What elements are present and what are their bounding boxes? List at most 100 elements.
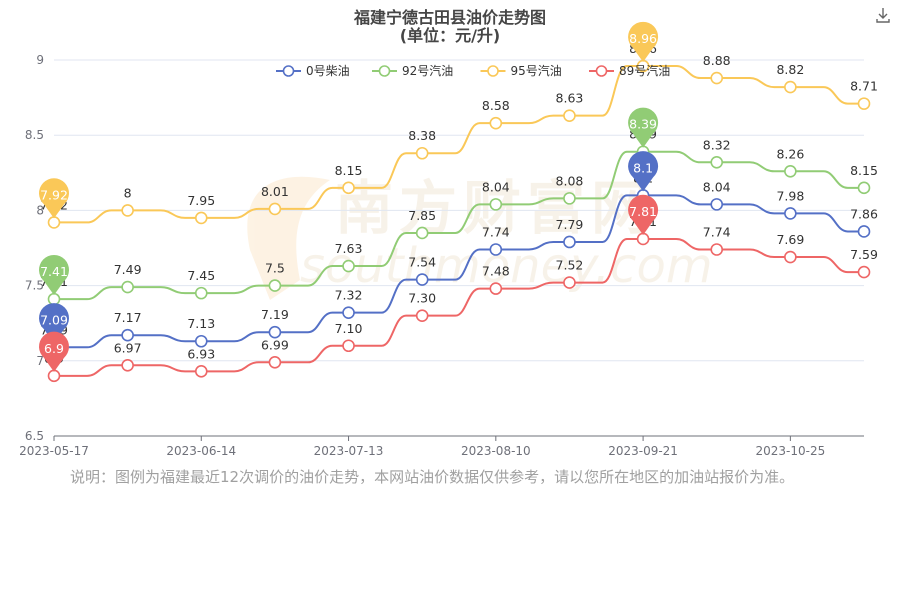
data-point (342, 339, 355, 353)
series-line (54, 150, 864, 301)
data-label: 7.5 (265, 261, 285, 276)
data-point (563, 192, 576, 205)
legend-item[interactable]: 92号汽油 (372, 63, 453, 78)
data-point (857, 225, 871, 238)
x-tick-label: 2023-05-17 (19, 444, 89, 458)
data-point (194, 365, 208, 378)
data-label: 7.74 (703, 225, 731, 240)
x-tick-label: 2023-07-13 (314, 444, 384, 458)
data-point (710, 243, 724, 256)
legend-label: 92号汽油 (402, 63, 453, 78)
data-point (784, 164, 797, 178)
data-point (121, 204, 134, 217)
data-label: 8.04 (482, 179, 510, 194)
data-point (710, 71, 724, 85)
legend-item[interactable]: 0号柴油 (276, 64, 350, 78)
line-chart: 南方财富网southmoney.com6.577.588.592023-05-1… (19, 21, 878, 458)
pin-label: 7.92 (40, 187, 68, 202)
data-label: 7.54 (408, 255, 436, 270)
data-label: 8.82 (776, 62, 804, 77)
y-tick-label: 6.5 (25, 429, 44, 443)
y-tick-label: 8 (36, 203, 44, 217)
data-label: 7.49 (114, 262, 142, 277)
data-point (194, 334, 208, 348)
data-label: 6.97 (114, 340, 142, 355)
pin-shape (39, 303, 69, 344)
legend-marker (595, 65, 608, 77)
pin-label: 8.96 (629, 31, 657, 46)
x-tick-label: 2023-10-25 (755, 444, 825, 458)
data-point (636, 232, 650, 246)
data-point (489, 243, 503, 256)
pin-label: 7.81 (629, 204, 657, 219)
legend-item[interactable]: 95号汽油 (480, 63, 562, 78)
data-label: 8.26 (776, 146, 804, 161)
pin-label: 7.09 (40, 312, 68, 327)
data-label: 7.95 (187, 193, 215, 208)
legend-label: 0号柴油 (306, 64, 350, 78)
pin-shape (628, 151, 659, 192)
data-point (415, 309, 429, 322)
data-label: 8.71 (850, 79, 878, 94)
data-label: 7.48 (482, 264, 510, 279)
watermark-logo (247, 176, 330, 300)
data-label: 6.99 (261, 337, 289, 352)
data-label: 8.38 (408, 128, 436, 143)
data-label: 6.93 (187, 346, 215, 361)
data-label: 8.15 (335, 163, 363, 178)
pin-shape (39, 178, 69, 219)
y-tick-label: 9 (36, 53, 44, 67)
data-point (342, 259, 355, 273)
data-label: 8.08 (556, 173, 584, 188)
data-point (342, 181, 355, 195)
pin-shape (628, 194, 659, 235)
data-point (268, 279, 282, 292)
data-point (121, 280, 134, 294)
data-point (857, 97, 871, 110)
legend-marker (378, 65, 391, 77)
y-tick-label: 8.5 (25, 128, 44, 142)
data-point (489, 282, 503, 295)
pin-shape (628, 21, 659, 63)
legend-label: 95号汽油 (511, 63, 562, 78)
download-icon[interactable] (874, 6, 892, 24)
pin-shape (39, 331, 69, 372)
pin-shape (39, 254, 69, 296)
data-point (563, 276, 576, 289)
legend-label: 89号汽油 (619, 63, 670, 78)
series-line (54, 194, 864, 349)
legend-marker (282, 65, 295, 77)
data-point (489, 116, 503, 130)
y-tick-label: 7.5 (25, 279, 44, 293)
data-point (563, 235, 576, 249)
data-point (268, 202, 282, 216)
data-point (784, 207, 797, 220)
marker-pin: 8.1 (628, 151, 659, 192)
data-label: 7.98 (776, 188, 804, 203)
pin-label: 8.1 (633, 160, 653, 175)
data-point (415, 146, 429, 160)
data-label: 7.85 (408, 208, 436, 223)
data-label: 8.15 (850, 163, 878, 178)
data-point (121, 328, 134, 342)
marker-pin: 7.09 (39, 303, 69, 344)
data-label: 7.79 (556, 217, 584, 232)
data-label: 7.74 (482, 225, 510, 240)
chart-area: 南方财富网southmoney.com6.577.588.592023-05-1… (19, 21, 878, 458)
data-point (857, 265, 871, 279)
legend-marker (487, 65, 499, 77)
series-3: 6.96.976.936.997.107.307.487.527.817.747… (44, 214, 878, 383)
data-label: 7.30 (408, 291, 436, 306)
pin-label: 7.41 (40, 264, 68, 279)
data-label: 7.86 (850, 206, 878, 221)
data-label: 7.69 (776, 232, 804, 247)
data-point (415, 226, 429, 240)
legend-item[interactable]: 89号汽油 (589, 63, 670, 78)
chart-title: 福建宁德古田县油价走势图 (353, 8, 546, 27)
data-point (710, 198, 724, 211)
x-tick-label: 2023-06-14 (166, 444, 236, 458)
data-label: 7.63 (335, 241, 363, 256)
data-label: 7.52 (556, 258, 584, 273)
marker-pin: 7.41 (39, 254, 69, 296)
data-label: 7.59 (850, 247, 878, 262)
